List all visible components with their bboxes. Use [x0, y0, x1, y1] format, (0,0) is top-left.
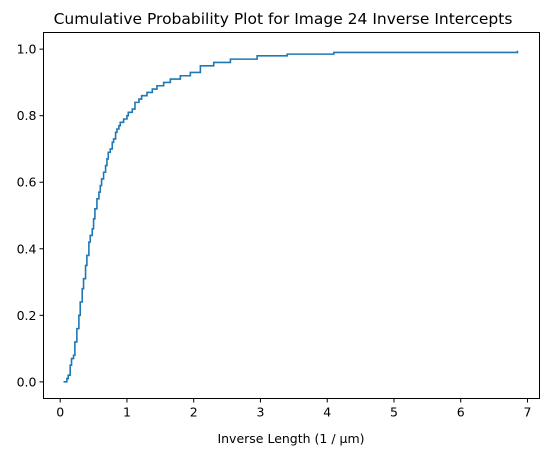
series-line-0 [63, 50, 519, 383]
y-tick-label: 0.4 [17, 241, 37, 256]
x-tick-label: 5 [390, 405, 398, 420]
x-tick-label: 6 [457, 405, 465, 420]
plot-frame [43, 32, 540, 399]
y-tick-label: 0.8 [17, 108, 37, 123]
x-tick-label: 3 [256, 405, 264, 420]
x-tick-label: 2 [190, 405, 198, 420]
x-tick-label: 7 [524, 405, 532, 420]
x-tick-label: 0 [56, 405, 64, 420]
y-tick-label: 0.6 [17, 175, 37, 190]
y-tick-label: 0.0 [17, 374, 37, 389]
x-tick-label: 4 [323, 405, 331, 420]
x-axis-label: Inverse Length (1 / µm) [217, 431, 364, 446]
x-tick-label: 1 [123, 405, 131, 420]
chart-title: Cumulative Probability Plot for Image 24… [54, 10, 513, 28]
y-tick-label: 0.2 [17, 308, 37, 323]
plot-area [63, 50, 519, 383]
x-axis: 0 1 2 3 4 5 6 7 [56, 398, 532, 420]
y-tick-label: 1.0 [17, 42, 37, 57]
y-axis: 0.0 0.2 0.4 0.6 0.8 1.0 [17, 42, 44, 389]
